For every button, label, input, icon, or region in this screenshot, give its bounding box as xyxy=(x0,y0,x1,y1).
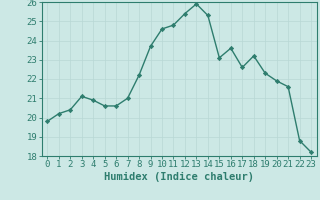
X-axis label: Humidex (Indice chaleur): Humidex (Indice chaleur) xyxy=(104,172,254,182)
